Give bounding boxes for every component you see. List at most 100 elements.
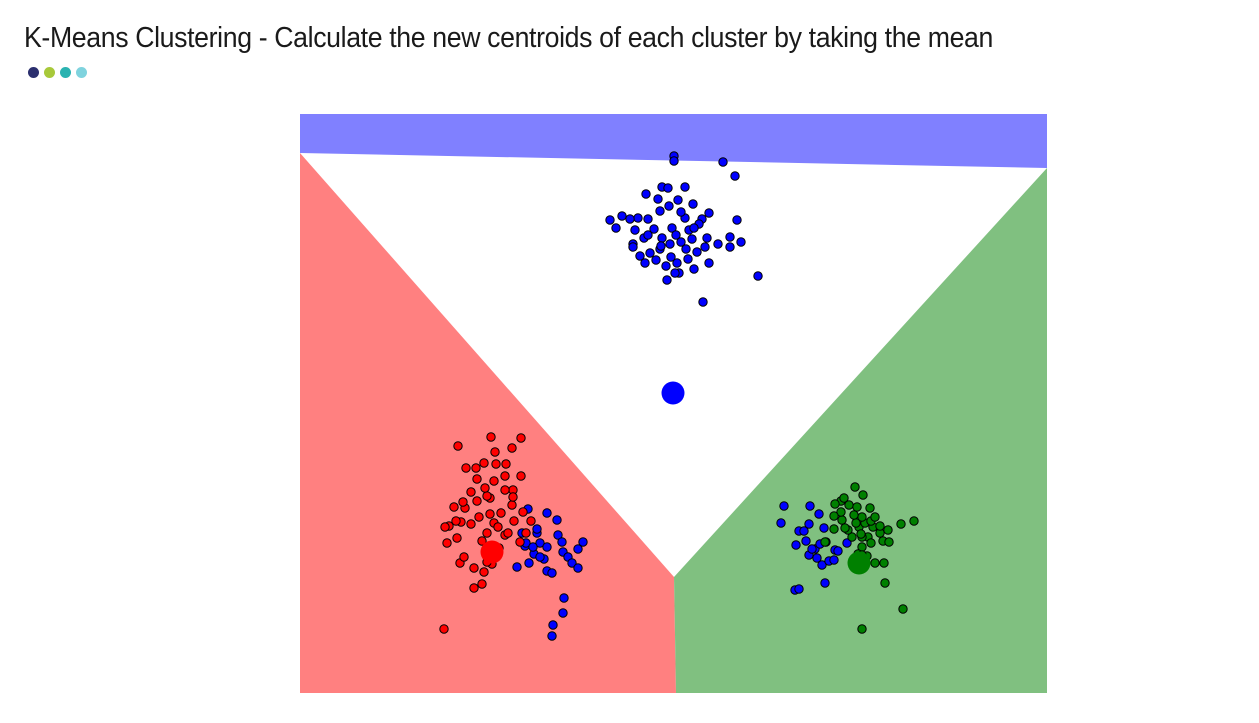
point-blue	[655, 206, 665, 216]
point-blue	[689, 223, 699, 233]
point-blue	[542, 508, 552, 518]
point-blue	[688, 199, 698, 209]
point-red	[518, 507, 528, 517]
point-blue	[617, 211, 627, 221]
point-red	[485, 509, 495, 519]
point-blue	[661, 261, 671, 271]
point-red	[486, 432, 496, 442]
point-blue	[567, 558, 577, 568]
point-blue	[829, 555, 839, 565]
point-red	[477, 536, 487, 546]
centroid-blue	[661, 381, 685, 405]
point-blue	[669, 156, 679, 166]
point-blue	[804, 519, 814, 529]
point-red	[451, 516, 461, 526]
point-red	[453, 441, 463, 451]
point-red	[491, 459, 501, 469]
point-red	[479, 458, 489, 468]
point-red	[449, 502, 459, 512]
point-blue	[666, 252, 676, 262]
accent-dot-4	[76, 67, 87, 78]
point-red	[471, 463, 481, 473]
point-blue	[628, 242, 638, 252]
point-blue	[573, 563, 583, 573]
point-blue	[548, 620, 558, 630]
kmeans-plot	[300, 114, 1047, 693]
point-blue	[667, 223, 677, 233]
point-blue	[532, 524, 542, 534]
point-blue	[692, 247, 702, 257]
point-blue	[725, 232, 735, 242]
point-blue	[817, 560, 827, 570]
point-blue	[573, 544, 583, 554]
point-blue	[805, 501, 815, 511]
point-green	[858, 490, 868, 500]
point-blue	[842, 538, 852, 548]
point-red	[516, 433, 526, 443]
point-blue	[671, 230, 681, 240]
point-green	[840, 523, 850, 533]
point-red	[482, 528, 492, 538]
point-blue	[645, 248, 655, 258]
point-red	[516, 471, 526, 481]
point-blue	[672, 258, 682, 268]
point-green	[880, 578, 890, 588]
point-green	[837, 515, 847, 525]
point-green	[836, 507, 846, 517]
point-blue	[820, 578, 830, 588]
point-blue	[557, 537, 567, 547]
point-blue	[698, 297, 708, 307]
point-blue	[812, 553, 822, 563]
point-green	[896, 519, 906, 529]
point-blue	[605, 215, 615, 225]
point-blue	[687, 234, 697, 244]
point-blue	[799, 526, 809, 536]
point-red	[490, 447, 500, 457]
point-green	[898, 604, 908, 614]
region-blue	[300, 114, 1047, 168]
point-red	[474, 512, 484, 522]
point-blue	[625, 214, 635, 224]
point-blue	[664, 201, 674, 211]
point-blue	[718, 157, 728, 167]
accent-dot-2	[44, 67, 55, 78]
point-red	[482, 491, 492, 501]
slide-title: K-Means Clustering - Calculate the new c…	[24, 22, 993, 54]
point-red	[521, 528, 531, 538]
point-green	[870, 512, 880, 522]
point-blue	[794, 584, 804, 594]
point-blue	[535, 552, 545, 562]
point-green	[879, 558, 889, 568]
region-red	[300, 153, 676, 693]
point-blue	[641, 189, 651, 199]
accent-dot-3	[60, 67, 71, 78]
point-blue	[558, 608, 568, 618]
point-blue	[662, 275, 672, 285]
region-green	[674, 168, 1047, 693]
point-blue	[676, 237, 686, 247]
point-blue	[643, 214, 653, 224]
point-blue	[657, 233, 667, 243]
point-blue	[776, 518, 786, 528]
point-blue	[736, 237, 746, 247]
point-red	[500, 471, 510, 481]
point-red	[501, 459, 511, 469]
point-blue	[713, 239, 723, 249]
point-blue	[689, 264, 699, 274]
point-blue	[702, 233, 712, 243]
point-red	[496, 508, 506, 518]
centroid-red	[480, 540, 504, 564]
point-green	[875, 521, 885, 531]
point-blue	[704, 208, 714, 218]
point-red	[469, 563, 479, 573]
point-blue	[663, 183, 673, 193]
point-blue	[680, 182, 690, 192]
data-points	[439, 151, 919, 641]
point-red	[503, 528, 513, 538]
point-blue	[704, 258, 714, 268]
accent-dot-1	[28, 67, 39, 78]
point-blue	[819, 523, 829, 533]
point-blue	[676, 207, 686, 217]
point-blue	[553, 530, 563, 540]
point-green	[847, 532, 857, 542]
